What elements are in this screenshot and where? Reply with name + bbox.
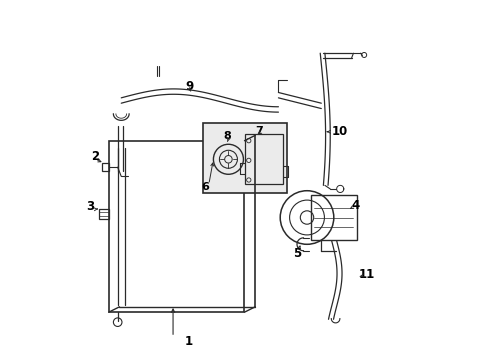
Text: 4: 4 [351,198,359,212]
Bar [99,208,109,219]
Text: 10: 10 [331,125,347,138]
Text: 7: 7 [255,126,263,136]
Bar [102,163,109,171]
Text: 11: 11 [358,268,374,281]
Bar [203,123,287,193]
Text: 8: 8 [223,131,231,141]
Text: 9: 9 [184,80,193,93]
Bar [310,195,356,240]
Text: 2: 2 [91,149,99,163]
Bar [108,141,244,312]
Bar [244,134,282,184]
Text: 3: 3 [86,200,94,213]
Text: 6: 6 [201,182,209,192]
Text: 1: 1 [184,335,193,348]
Text: 5: 5 [293,247,301,260]
